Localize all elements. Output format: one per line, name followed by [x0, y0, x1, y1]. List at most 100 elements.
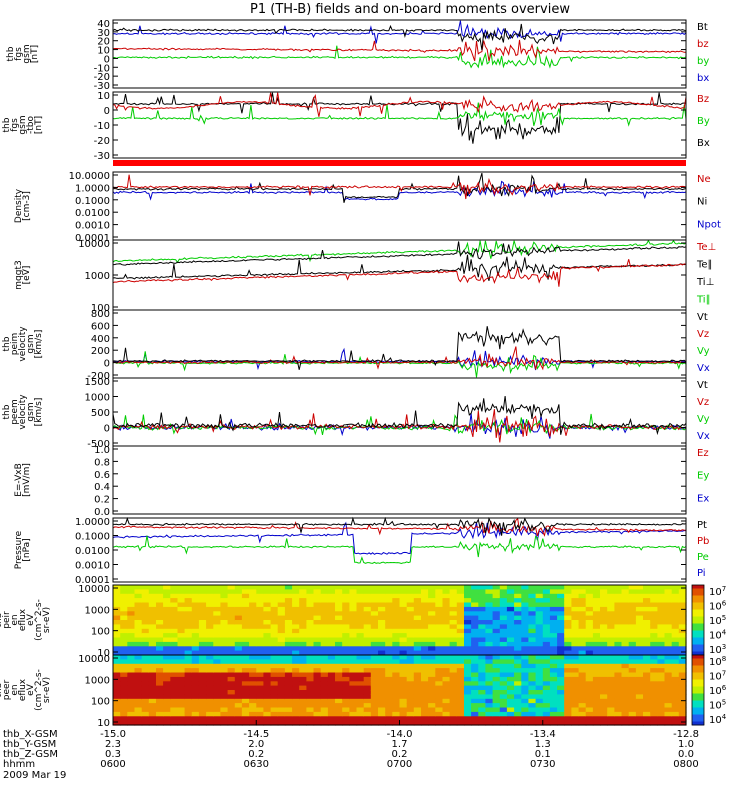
spectrogram-cell	[141, 602, 150, 608]
spectrogram-cell	[356, 637, 365, 643]
trace-vt	[112, 326, 687, 370]
spectrogram-cell	[249, 602, 257, 608]
spectrogram-cell	[607, 711, 615, 717]
spectrogram-cell	[249, 720, 257, 726]
spectrogram-cell	[585, 655, 594, 660]
spectrogram-cell	[435, 624, 444, 630]
spectrogram-cell	[578, 703, 587, 709]
spectrogram-cell	[528, 650, 537, 656]
spectrogram-cell	[120, 698, 128, 704]
spectrogram-cell	[549, 711, 558, 717]
spectrogram-cell	[227, 602, 236, 608]
spectrogram-cell	[327, 663, 336, 669]
spectrogram-cell	[320, 615, 329, 621]
spectrogram-cell	[263, 641, 272, 647]
spectrogram-cell	[549, 655, 558, 660]
spectrogram-cell	[177, 633, 186, 639]
spectrogram-cell	[643, 655, 651, 660]
spectrogram-cell	[456, 624, 465, 630]
spectrogram-cell	[184, 628, 193, 634]
spectrogram-cell	[600, 628, 608, 634]
spectrogram-cell	[227, 620, 236, 625]
spectrogram-cell	[342, 672, 350, 678]
spectrogram-cell	[614, 585, 623, 590]
spectrogram-cell	[406, 720, 415, 726]
spectrogram-cell	[227, 698, 236, 704]
spectrogram-cell	[435, 650, 444, 656]
spectrogram-cell	[370, 606, 379, 612]
spectrogram-cell	[664, 672, 673, 678]
spectrogram-cell	[621, 611, 630, 617]
spectrogram-cell	[177, 676, 186, 682]
spectrogram-cell	[320, 589, 329, 595]
spectrogram-cell	[349, 663, 358, 669]
spectrogram-cell	[335, 663, 343, 669]
spectrogram-cell	[628, 703, 637, 709]
spectrogram-cell	[506, 663, 515, 669]
spectrogram-cell	[471, 703, 479, 709]
spectrogram-cell	[421, 611, 429, 617]
spectrogram-cell	[148, 711, 157, 717]
spectrogram-cell	[635, 646, 644, 652]
spectrogram-cell	[284, 694, 293, 700]
spectrogram-cell	[284, 628, 293, 634]
spectrogram-cell	[585, 620, 594, 625]
spectrogram-cell	[585, 663, 594, 669]
spectrogram-cell	[227, 593, 236, 599]
spectrogram-cell	[442, 707, 451, 713]
spectrogram-cell	[421, 716, 429, 722]
spectrogram-cell	[263, 720, 272, 726]
spectrogram-cell	[306, 711, 315, 717]
spectrogram-cell	[607, 606, 615, 612]
spectrogram-cell	[506, 606, 515, 612]
spectrogram-cell	[134, 615, 143, 621]
spectrogram-cell	[342, 637, 350, 643]
spectrogram-cell	[141, 703, 150, 709]
y-tick-label: 20	[97, 37, 110, 48]
spectrogram-cell	[571, 637, 580, 643]
spectrogram-cell	[600, 668, 608, 674]
spectrogram-cell	[198, 650, 207, 656]
spectrogram-cell	[170, 698, 179, 704]
spectrogram-cell	[592, 668, 601, 674]
spectrogram-cell	[578, 593, 587, 599]
spectrogram-cell	[521, 707, 530, 713]
spectrogram-cell	[392, 620, 401, 625]
y-tick-label: 200	[91, 346, 110, 357]
spectrogram-cell	[399, 720, 408, 726]
spectrogram-cell	[127, 637, 136, 643]
spectrogram-cell	[342, 646, 350, 652]
colorbar-segment	[692, 599, 704, 603]
spectrogram-cell	[191, 663, 200, 669]
spectrogram-cell	[163, 668, 171, 674]
spectrogram-cell	[413, 593, 422, 599]
panel-frame	[112, 239, 687, 311]
spectrogram-cell	[528, 620, 537, 625]
spectrogram-cell	[571, 620, 580, 625]
spectrogram-cell	[464, 593, 472, 599]
spectrogram-cell	[549, 589, 558, 595]
spectrogram-cell	[442, 602, 451, 608]
y-tick-label: 100	[91, 697, 110, 708]
spectrogram-cell	[356, 585, 365, 590]
spectrogram-cell	[499, 659, 508, 665]
trace-bt	[112, 23, 687, 51]
spectrogram-cell	[571, 589, 580, 595]
spectrogram-cell	[198, 598, 207, 604]
spectrogram-cell	[299, 655, 307, 660]
spectrogram-cell	[521, 585, 530, 590]
spectrogram-cell	[421, 598, 429, 604]
spectrogram-cell	[464, 611, 472, 617]
spectrogram-cell	[370, 676, 379, 682]
trace-te∥	[112, 254, 687, 281]
spectrogram-cell	[163, 703, 171, 709]
x-tick-label: 0600	[100, 759, 125, 770]
spectrogram-cell	[399, 624, 408, 630]
spectrogram-cell	[378, 663, 386, 669]
spectrogram-cell	[449, 585, 458, 590]
spectrogram-cell	[535, 659, 544, 665]
spectrogram-cell	[335, 694, 343, 700]
spectrogram-cell	[299, 690, 307, 695]
spectrogram-cell	[113, 663, 121, 669]
spectrogram-cell	[349, 685, 358, 691]
